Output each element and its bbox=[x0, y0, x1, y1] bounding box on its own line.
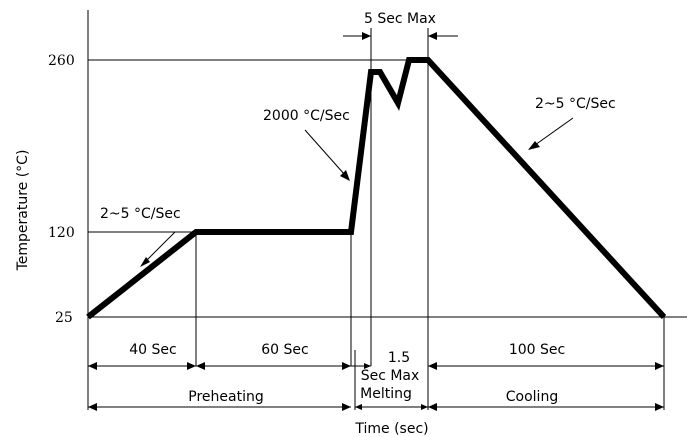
phase-preheat-arrow-l bbox=[88, 403, 97, 411]
dim-cool-label: 100 Sec bbox=[509, 342, 565, 358]
preheat-arrow-head bbox=[140, 257, 150, 267]
cooling-rate-arrow bbox=[534, 117, 574, 146]
preheat-rate-arrow bbox=[144, 231, 176, 263]
phase-cool-arrow-l bbox=[428, 403, 437, 411]
dim-ramp-arrow-l bbox=[88, 362, 97, 370]
peak-window-arrow-left bbox=[362, 32, 371, 40]
fast-rate-arrow bbox=[304, 129, 346, 176]
y-tick-120: 120 bbox=[48, 225, 75, 241]
phase-preheating-label: Preheating bbox=[188, 389, 263, 405]
y-axis-label: Temperature (°C) bbox=[15, 150, 31, 272]
dim-ramp-arrow-r bbox=[187, 362, 196, 370]
peak-window-label: 5 Sec Max bbox=[364, 11, 436, 27]
fast-rate-label: 2000 °C/Sec bbox=[263, 108, 350, 124]
dim-cool-arrow-r bbox=[655, 362, 664, 370]
temperature-profile bbox=[86, 57, 667, 320]
phase-preheat-arrow-r bbox=[342, 403, 351, 411]
fast-arrow-head bbox=[340, 170, 350, 181]
y-tick-260: 260 bbox=[48, 53, 75, 69]
dim-ramp-label: 40 Sec bbox=[129, 342, 176, 358]
cooling-arrow-head bbox=[528, 141, 540, 150]
dim-peak-label-2: Sec Max bbox=[361, 368, 420, 384]
phase-cool-arrow-r bbox=[655, 403, 664, 411]
phase-melting-label: Melting bbox=[360, 386, 412, 402]
phase-melt-arrow-r bbox=[421, 404, 428, 410]
peak-window-arrow-right bbox=[428, 32, 437, 40]
dim-soak-arrow-r bbox=[342, 362, 351, 370]
dim-cool-arrow-l bbox=[428, 362, 437, 370]
dim-peak-label-1: 1.5 bbox=[388, 350, 410, 366]
dim-fast-arrow-r bbox=[364, 363, 371, 369]
phase-melt-arrow-l bbox=[355, 404, 362, 410]
cooling-rate-label: 2~5 °C/Sec bbox=[535, 96, 616, 112]
dim-soak-label: 60 Sec bbox=[261, 342, 308, 358]
preheat-rate-label: 2~5 °C/Sec bbox=[100, 206, 181, 222]
dim-soak-arrow-l bbox=[196, 362, 205, 370]
phase-cooling-label: Cooling bbox=[506, 389, 558, 405]
x-axis-label: Time (sec) bbox=[354, 421, 428, 437]
y-tick-25: 25 bbox=[55, 310, 73, 326]
